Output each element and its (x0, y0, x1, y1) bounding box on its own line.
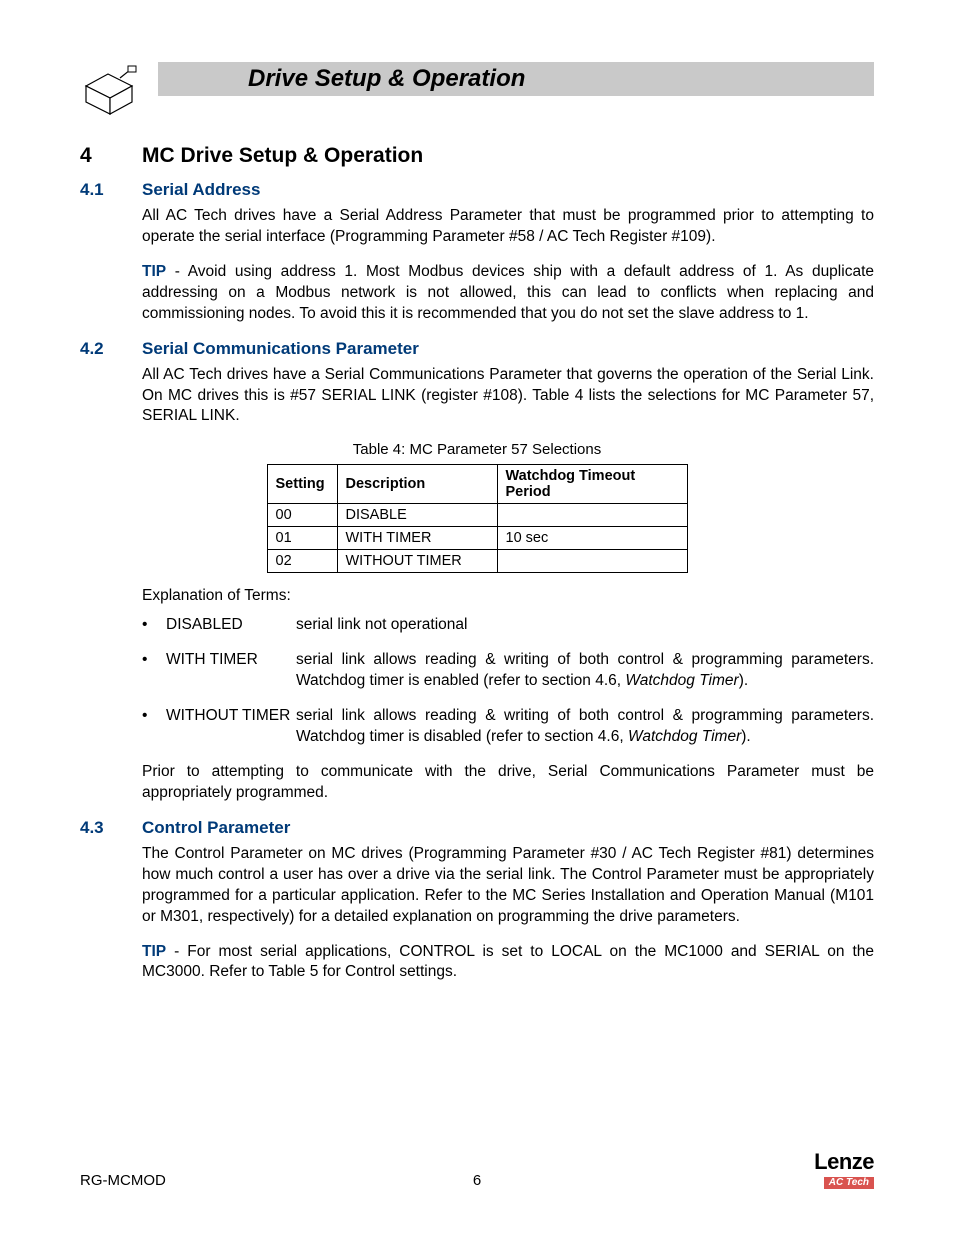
term-definition: serial link allows reading & writing of … (296, 650, 874, 692)
tip-text: - For most serial applications, CONTROL … (142, 943, 874, 981)
bullet-icon: • (142, 650, 166, 692)
subsection-number: 4.3 (80, 818, 120, 838)
subsection-number: 4.1 (80, 180, 120, 200)
list-item: •WITHOUT TIMERserial link allows reading… (142, 706, 874, 748)
subsection-title: Control Parameter (142, 818, 290, 838)
table-header-cell: Description (337, 465, 497, 504)
section-title: MC Drive Setup & Operation (142, 144, 423, 168)
table-caption: Table 4: MC Parameter 57 Selections (80, 441, 874, 458)
table-cell: 00 (267, 504, 337, 527)
paragraph: All AC Tech drives have a Serial Communi… (142, 365, 874, 428)
term-label: WITHOUT TIMER (166, 706, 296, 748)
page-footer: RG-MCMOD 6 Lenze AC Tech (80, 1151, 874, 1189)
table-header-cell: Setting (267, 465, 337, 504)
table-header-row: SettingDescriptionWatchdog Timeout Perio… (267, 465, 687, 504)
paragraph: Prior to attempting to communicate with … (142, 762, 874, 804)
tip-paragraph: TIP - Avoid using address 1. Most Modbus… (142, 262, 874, 325)
table-cell: 01 (267, 527, 337, 550)
table-body: 00DISABLE01WITH TIMER10 sec02WITHOUT TIM… (267, 504, 687, 573)
tip-paragraph: TIP - For most serial applications, CONT… (142, 942, 874, 984)
table-row: 00DISABLE (267, 504, 687, 527)
brand-logo: Lenze AC Tech (814, 1151, 874, 1189)
subsection-heading-41: 4.1 Serial Address (80, 180, 874, 200)
table-cell (497, 504, 687, 527)
page-header: Drive Setup & Operation (80, 62, 874, 116)
table-cell: 02 (267, 550, 337, 573)
table-cell: DISABLE (337, 504, 497, 527)
table-cell (497, 550, 687, 573)
table-header-cell: Watchdog Timeout Period (497, 465, 687, 504)
table-row: 01WITH TIMER10 sec (267, 527, 687, 550)
table-cell: WITHOUT TIMER (337, 550, 497, 573)
table-cell: 10 sec (497, 527, 687, 550)
page-title: Drive Setup & Operation (248, 65, 525, 93)
bullet-icon: • (142, 706, 166, 748)
subsection-number: 4.2 (80, 339, 120, 359)
list-item: •WITH TIMERserial link allows reading & … (142, 650, 874, 692)
subsection-heading-43: 4.3 Control Parameter (80, 818, 874, 838)
paragraph: The Control Parameter on MC drives (Prog… (142, 844, 874, 928)
subsection-title: Serial Address (142, 180, 260, 200)
list-item: •DISABLEDserial link not operational (142, 615, 874, 636)
section-number: 4 (80, 144, 120, 168)
title-bar: Drive Setup & Operation (158, 62, 874, 96)
logo-main-text: Lenze (814, 1151, 874, 1173)
logo-sub-text: AC Tech (824, 1177, 874, 1189)
bullet-icon: • (142, 615, 166, 636)
tip-text: - Avoid using address 1. Most Modbus dev… (142, 263, 874, 322)
term-definition: serial link allows reading & writing of … (296, 706, 874, 748)
doc-id: RG-MCMOD (80, 1172, 166, 1189)
subsection-title: Serial Communications Parameter (142, 339, 419, 359)
tip-label: TIP (142, 263, 166, 280)
term-label: DISABLED (166, 615, 296, 636)
italic-ref: Watchdog Timer (625, 672, 738, 689)
term-definition: serial link not operational (296, 615, 874, 636)
page-number: 6 (473, 1172, 481, 1189)
table-row: 02WITHOUT TIMER (267, 550, 687, 573)
terms-list: •DISABLEDserial link not operational•WIT… (142, 615, 874, 748)
parameter-table: SettingDescriptionWatchdog Timeout Perio… (267, 464, 688, 573)
term-label: WITH TIMER (166, 650, 296, 692)
section-heading: 4 MC Drive Setup & Operation (80, 144, 874, 168)
drive-cube-icon (80, 64, 138, 116)
tip-label: TIP (142, 943, 166, 960)
table-cell: WITH TIMER (337, 527, 497, 550)
subsection-heading-42: 4.2 Serial Communications Parameter (80, 339, 874, 359)
italic-ref: Watchdog Timer (628, 728, 741, 745)
terms-intro: Explanation of Terms: (142, 587, 874, 605)
paragraph: All AC Tech drives have a Serial Address… (142, 206, 874, 248)
